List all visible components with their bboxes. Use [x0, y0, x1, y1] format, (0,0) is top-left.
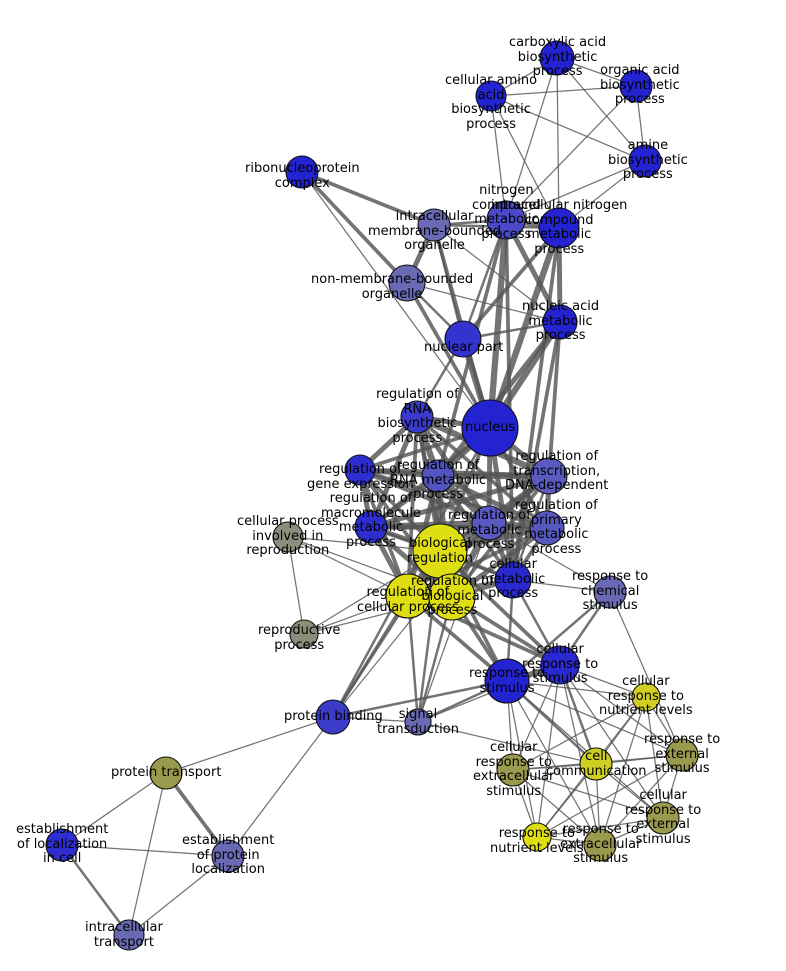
graph-node-establishment-of-protein-localization[interactable] — [211, 839, 245, 873]
graph-node-cellular-response-to-nutrient-levels[interactable] — [631, 682, 661, 712]
graph-edge — [488, 522, 611, 593]
graph-edge — [506, 680, 601, 846]
graph-node-cellular-process-involved-in-reproduction[interactable] — [272, 521, 304, 553]
graph-edge — [164, 771, 230, 858]
graph-edge — [556, 57, 560, 229]
graph-edge — [60, 844, 131, 936]
graph-node-regulation-of-biological-process[interactable] — [428, 573, 476, 621]
graph-node-response-to-extracellular-stimulus[interactable] — [583, 828, 617, 862]
graph-node-regulation-of-transcription-dna-dependent[interactable] — [530, 457, 568, 495]
graph-edge — [128, 855, 229, 936]
graph-node-biological-regulation[interactable] — [412, 523, 468, 579]
graph-edge — [165, 716, 334, 774]
graph-node-nucleic-acid-metabolic-process[interactable] — [542, 304, 578, 340]
graph-edge — [433, 224, 561, 323]
graph-edge — [490, 85, 637, 97]
graph-edge — [536, 817, 664, 838]
graph-edge — [512, 696, 647, 771]
graph-node-response-to-chemical-stimulus[interactable] — [593, 575, 627, 609]
graph-node-nucleus[interactable] — [461, 399, 519, 457]
graph-edge — [331, 427, 492, 718]
graph-edge — [287, 536, 305, 635]
graph-edge — [490, 95, 507, 221]
graph-edge — [359, 467, 490, 526]
graph-node-regulation-of-cellular-process[interactable] — [385, 573, 431, 619]
graph-node-response-to-stimulus[interactable] — [484, 658, 530, 704]
graph-node-regulation-of-macromolecule-metabolic-process[interactable] — [354, 510, 388, 544]
node-layer — [45, 40, 699, 951]
graph-node-ribonucleoprotein-complex[interactable] — [285, 155, 319, 189]
graph-node-cellular-response-to-extracellular-stimulus[interactable] — [496, 753, 530, 787]
graph-edge — [536, 754, 683, 838]
graph-edge — [332, 679, 508, 719]
graph-edge — [227, 716, 334, 857]
graph-node-regulation-of-metabolic-process[interactable] — [471, 505, 507, 541]
graph-edge — [300, 170, 409, 285]
graph-node-protein-binding[interactable] — [315, 699, 351, 735]
graph-node-intracellular-transport[interactable] — [113, 919, 145, 951]
graph-edge — [505, 160, 646, 221]
graph-edge — [128, 772, 167, 936]
graph-edge — [599, 696, 647, 846]
graph-edge — [417, 522, 490, 723]
graph-node-response-to-external-stimulus[interactable] — [665, 738, 699, 772]
graph-edge — [490, 95, 646, 162]
graph-node-nuclear-part[interactable] — [444, 320, 482, 358]
graph-node-establishment-of-localization-in-cell[interactable] — [45, 828, 79, 862]
graph-node-organic-acid-biosynthetic-process[interactable] — [619, 69, 653, 103]
graph-edge — [505, 57, 558, 221]
graph-node-signal-transduction[interactable] — [404, 708, 432, 736]
graph-edge — [301, 170, 435, 227]
graph-edge — [331, 595, 410, 718]
graph-edge — [512, 769, 664, 819]
graph-node-reproductive-process[interactable] — [289, 619, 319, 649]
graph-node-regulation-of-gene-expression[interactable] — [344, 454, 376, 486]
graph-node-carboxylic-acid-biosynthetic-process[interactable] — [539, 40, 575, 76]
graph-edge — [436, 473, 549, 531]
graph-edge — [556, 57, 646, 162]
graph-edge — [506, 591, 611, 682]
graph-node-regulation-of-rna-biosynthetic-process[interactable] — [400, 400, 434, 434]
graph-node-cellular-response-to-external-stimulus[interactable] — [646, 801, 680, 835]
graph-edge — [486, 219, 510, 429]
graph-node-intracellular-membrane-bounded-organelle[interactable] — [417, 208, 451, 242]
graph-node-amine-biosynthetic-process[interactable] — [628, 144, 662, 178]
graph-node-cell-communication[interactable] — [579, 747, 613, 781]
graph-edge — [505, 85, 637, 221]
edge-layer — [60, 57, 683, 936]
graph-node-protein-transport[interactable] — [149, 756, 183, 790]
graph-node-nitrogen-compound-metabolic-process[interactable] — [486, 200, 526, 240]
graph-edge — [417, 721, 597, 765]
graph-node-response-to-nutrient-levels[interactable] — [522, 822, 552, 852]
graph-edge — [559, 664, 601, 846]
graph-node-non-membrane-bounded-organelle[interactable] — [388, 264, 426, 302]
graph-edge — [547, 321, 562, 477]
graph-edge — [359, 468, 548, 530]
graph-edge — [490, 95, 560, 229]
graph-edge — [359, 467, 550, 479]
graph-node-cellular-response-to-stimulus[interactable] — [540, 645, 580, 685]
graph-edge — [511, 321, 562, 581]
graph-node-regulation-of-rna-metabolic-process[interactable] — [421, 459, 455, 493]
graph-node-regulation-of-primary-metabolic-process[interactable] — [529, 510, 565, 546]
graph-node-cellular-amino-acid-biosynthetic-process[interactable] — [475, 80, 507, 112]
graph-edge — [609, 591, 683, 756]
graph-edge — [61, 772, 167, 846]
graph-node-cellular-metabolic-process[interactable] — [494, 561, 532, 599]
graph-edge — [406, 416, 419, 597]
graph-edge — [61, 844, 229, 857]
graph-edge — [438, 549, 562, 667]
graph-edge — [512, 769, 601, 846]
graph-edge — [407, 526, 548, 598]
graph-edge — [559, 664, 683, 756]
graph-edge — [506, 680, 664, 819]
graph-edge — [406, 282, 561, 323]
graph-node-intracellular-nitrogen-compound-metabolic-process[interactable] — [538, 207, 580, 249]
graph-edge — [301, 171, 491, 429]
